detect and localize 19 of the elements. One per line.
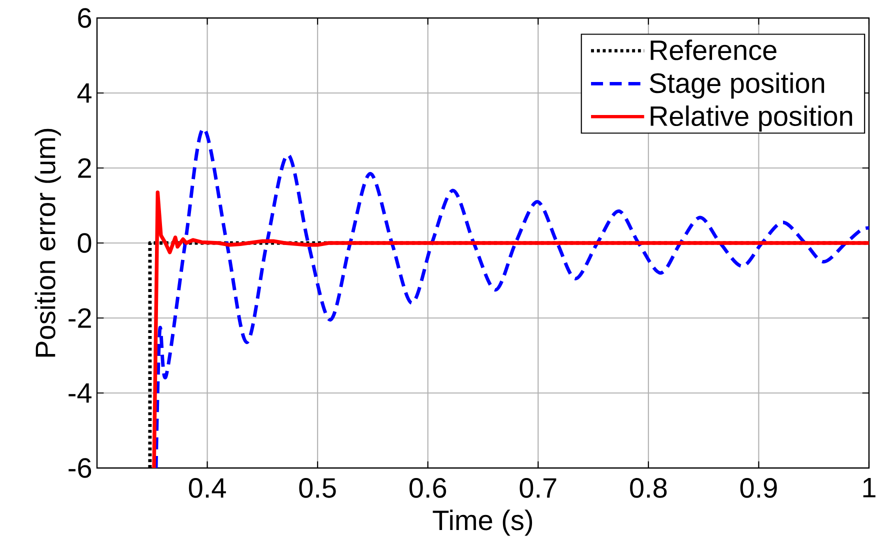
y-tick-label: 0 bbox=[78, 233, 92, 253]
y-tick-label: -2 bbox=[68, 308, 91, 328]
x-tick-label: 0.4 bbox=[188, 478, 226, 498]
legend-label: Reference bbox=[650, 40, 776, 60]
legend-label: Stage position bbox=[650, 72, 824, 99]
x-tick-label: 0.8 bbox=[630, 478, 667, 498]
y-tick-label: 6 bbox=[78, 8, 92, 28]
y-tick-label: -4 bbox=[68, 383, 92, 403]
x-tick-label: 0.7 bbox=[520, 478, 556, 498]
x-tick-label: 0.9 bbox=[740, 478, 777, 498]
x-tick-label: 0.5 bbox=[299, 478, 336, 498]
legend-label: Relative position bbox=[650, 106, 852, 132]
y-tick-label: -6 bbox=[68, 458, 92, 478]
x-tick-label: 1 bbox=[863, 478, 876, 498]
y-tick-label: 2 bbox=[78, 158, 91, 178]
x-axis-title: Time (s) bbox=[432, 510, 532, 536]
y-axis-title: Position error (um) bbox=[34, 128, 61, 357]
x-tick-label: 0.6 bbox=[409, 478, 446, 498]
y-tick-label: 4 bbox=[77, 83, 92, 103]
